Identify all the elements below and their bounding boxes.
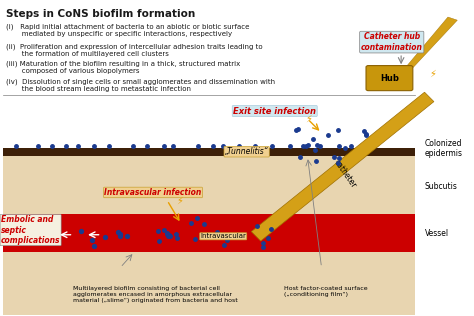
- Text: Exit site infection: Exit site infection: [233, 106, 316, 116]
- Text: Subcutis: Subcutis: [425, 182, 457, 191]
- Text: (ii)  Proliferation and expression of intercellular adhesion traits leading to
 : (ii) Proliferation and expression of int…: [6, 44, 262, 57]
- Bar: [3, 156, 415, 214]
- Text: (iv)  Dissolution of single cells or small agglomerates and dissemination with
 : (iv) Dissolution of single cells or smal…: [6, 78, 275, 92]
- FancyBboxPatch shape: [366, 66, 413, 91]
- Bar: [3, 214, 415, 252]
- Text: (i)   Rapid initial attachment of bacteria to an abiotic or biotic surface
     : (i) Rapid initial attachment of bacteria…: [6, 23, 249, 37]
- Text: „Tunnelitis“: „Tunnelitis“: [225, 147, 269, 156]
- Text: catheter: catheter: [332, 158, 358, 190]
- Text: Colonized
epidermis: Colonized epidermis: [425, 139, 463, 158]
- Text: Hub: Hub: [380, 74, 399, 82]
- Bar: [3, 252, 415, 315]
- Text: Intravascular infection: Intravascular infection: [104, 188, 201, 197]
- Text: ⚡: ⚡: [305, 114, 312, 124]
- Text: ⚡: ⚡: [429, 69, 436, 79]
- Polygon shape: [251, 92, 434, 241]
- Text: Multilayered biofilm consisting of bacterial cell
agglomerates encased in amorph: Multilayered biofilm consisting of bacte…: [73, 286, 238, 303]
- FancyBboxPatch shape: [3, 148, 415, 156]
- Text: Intravascular: Intravascular: [201, 233, 246, 239]
- Text: Catheter hub
contamination: Catheter hub contamination: [361, 33, 423, 52]
- Text: Steps in CoNS biofilm formation: Steps in CoNS biofilm formation: [6, 9, 195, 19]
- Text: ⚡: ⚡: [176, 195, 183, 205]
- Text: Embolic and
septic
complications: Embolic and septic complications: [1, 215, 60, 245]
- Text: Vessel: Vessel: [425, 229, 449, 238]
- Text: Host factor-coated surface
(„conditioning film“): Host factor-coated surface („conditionin…: [284, 286, 368, 297]
- Text: (iii) Maturation of the biofilm resulting in a thick, structured matrix
       c: (iii) Maturation of the biofilm resultin…: [6, 61, 240, 74]
- Polygon shape: [406, 17, 457, 70]
